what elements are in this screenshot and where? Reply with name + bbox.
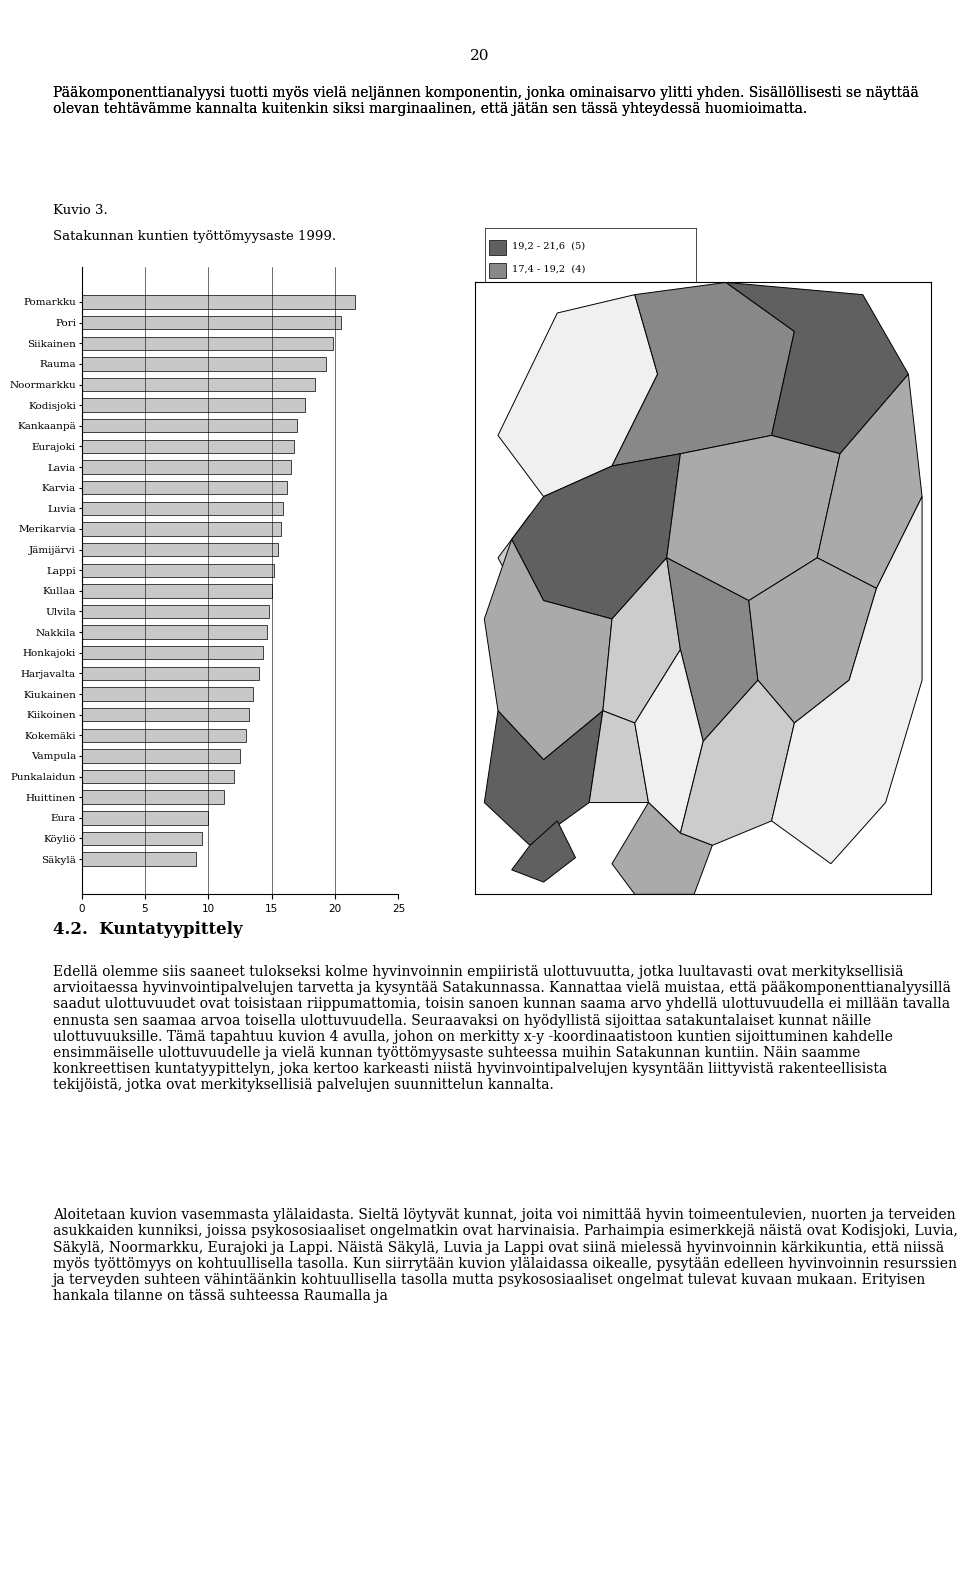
Polygon shape (512, 453, 681, 618)
Polygon shape (498, 515, 548, 601)
Text: Edellä olemme siis saaneet tulokseksi kolme hyvinvoinnin empiiristä ulottuvuutta: Edellä olemme siis saaneet tulokseksi ko… (53, 965, 950, 1092)
Bar (82, 832, 202, 846)
Text: Pääkomponenttianalyysi tuotti myös vielä neljännen komponentin, jonka ominaisarv: Pääkomponenttianalyysi tuotti myös vielä… (53, 86, 919, 116)
Polygon shape (666, 436, 840, 601)
Polygon shape (612, 282, 794, 466)
Bar (82, 543, 278, 557)
Polygon shape (484, 540, 612, 759)
Bar (82, 522, 280, 535)
Bar (82, 460, 291, 474)
Bar (82, 584, 272, 598)
Text: 16    - 17,4  (7): 16 - 17,4 (7) (513, 287, 586, 297)
Bar (82, 852, 196, 866)
Bar (82, 399, 304, 411)
Text: 17,4 - 19,2  (4): 17,4 - 19,2 (4) (513, 265, 586, 273)
Bar (82, 728, 247, 742)
Text: 9      - 14,1  (6): 9 - 14,1 (6) (513, 333, 586, 340)
Text: Kuvio 3.: Kuvio 3. (53, 204, 108, 217)
Polygon shape (666, 557, 758, 742)
Bar (82, 315, 342, 329)
FancyBboxPatch shape (489, 308, 506, 323)
Polygon shape (817, 373, 922, 588)
Bar (82, 811, 208, 825)
Polygon shape (484, 711, 603, 846)
Text: Satakunnan kuntien työttömyysaste 1999.: Satakunnan kuntien työttömyysaste 1999. (53, 231, 336, 243)
Polygon shape (635, 650, 703, 833)
Polygon shape (681, 681, 794, 846)
Polygon shape (612, 803, 712, 894)
FancyBboxPatch shape (489, 286, 506, 300)
Bar (82, 502, 283, 515)
Bar (82, 770, 233, 783)
Polygon shape (498, 295, 658, 496)
FancyBboxPatch shape (489, 262, 506, 278)
Polygon shape (749, 557, 876, 723)
Text: Pääkomponenttianalyysi tuotti myös vielä neljännen komponentin, jonka ominaisarv: Pääkomponenttianalyysi tuotti myös vielä… (53, 86, 919, 116)
Bar (82, 419, 297, 433)
Bar (82, 791, 224, 803)
Text: 14,1 - 16     (6): 14,1 - 16 (6) (513, 309, 586, 319)
Bar (82, 482, 287, 494)
Polygon shape (726, 282, 908, 453)
Bar (82, 439, 295, 453)
Polygon shape (512, 821, 575, 882)
Bar (82, 687, 252, 701)
FancyBboxPatch shape (489, 331, 506, 345)
Text: Aloitetaan kuvion vasemmasta ylälaidasta. Sieltä löytyvät kunnat, joita voi nimi: Aloitetaan kuvion vasemmasta ylälaidasta… (53, 1208, 958, 1304)
Bar (82, 626, 267, 639)
Bar (82, 358, 326, 370)
Bar (82, 378, 315, 391)
Bar (82, 708, 249, 722)
Text: 20: 20 (470, 49, 490, 63)
FancyBboxPatch shape (489, 240, 506, 256)
Polygon shape (589, 711, 649, 803)
Text: 4.2.  Kuntatyypittely: 4.2. Kuntatyypittely (53, 921, 243, 938)
Bar (82, 295, 355, 309)
Text: 19,2 - 21,6  (5): 19,2 - 21,6 (5) (513, 242, 586, 251)
Bar (82, 604, 269, 618)
Polygon shape (772, 496, 922, 863)
Bar (82, 646, 263, 659)
Bar (82, 563, 275, 577)
Bar (82, 336, 332, 350)
Bar (82, 667, 259, 679)
Bar (82, 750, 240, 763)
Polygon shape (603, 557, 681, 723)
